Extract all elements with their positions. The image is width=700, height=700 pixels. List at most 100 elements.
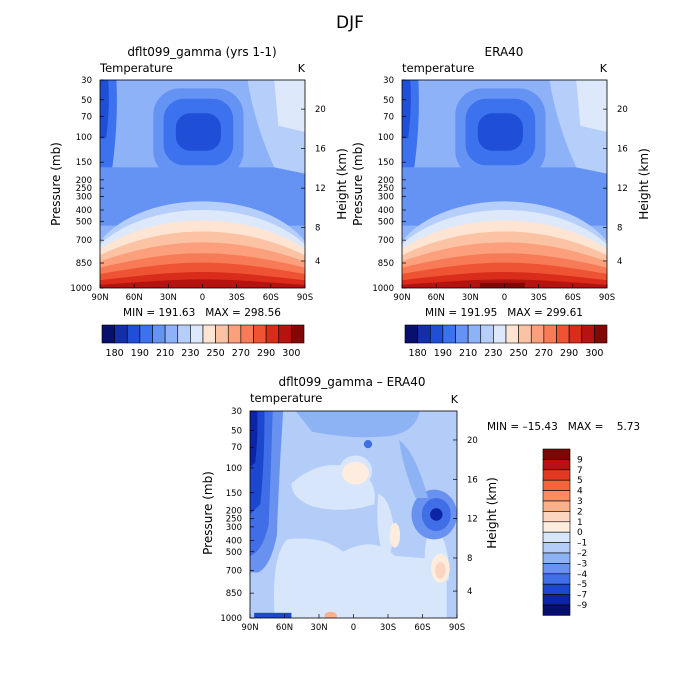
- colorbar-label: –3: [577, 559, 587, 569]
- x-tick-label: 60S: [263, 293, 279, 303]
- contour-band: [175, 113, 221, 151]
- panel-title: dflt099_gamma – ERA40: [278, 375, 425, 389]
- contour-band: [250, 411, 258, 467]
- field-label: temperature: [402, 61, 474, 75]
- contour-plot: [250, 411, 457, 618]
- colorbar-swatch: [518, 324, 532, 344]
- colorbar-label: –7: [577, 591, 587, 601]
- y2-tick-label: 8: [315, 224, 320, 234]
- contour-band: [399, 439, 429, 498]
- colorbar-label: 4: [577, 487, 583, 497]
- colorbar-swatch: [265, 324, 280, 344]
- y-tick-label: 30: [231, 407, 242, 417]
- colorbar-label: 5: [577, 476, 583, 486]
- y2-axis-label: Height (km): [485, 477, 499, 548]
- contour-band: [324, 611, 337, 618]
- min-max-text: MIN = –15.43 MAX = 5.73: [487, 421, 640, 433]
- colorbar-swatch: [542, 448, 571, 460]
- colorbar-label: 190: [131, 348, 149, 359]
- y2-tick-label: 12: [467, 515, 478, 525]
- y2-tick-label: 12: [315, 184, 326, 194]
- x-tick-label: 90N: [241, 623, 258, 633]
- colorbar-label: 3: [577, 497, 583, 507]
- colorbar-label: 270: [232, 348, 250, 359]
- y2-tick-label: 12: [617, 184, 628, 194]
- colorbar-swatch: [442, 324, 456, 344]
- x-tick-label: 90S: [599, 293, 615, 303]
- y-tick-label: 30: [81, 76, 92, 86]
- y-tick-label: 150: [378, 158, 394, 168]
- y-tick-label: 850: [226, 589, 242, 599]
- colorbar-swatch: [542, 552, 571, 564]
- panel-title: ERA40: [485, 45, 524, 59]
- colorbar-swatch: [291, 324, 305, 344]
- colorbar-label: –9: [577, 601, 588, 611]
- contour-band: [477, 113, 523, 151]
- panel-era40: ERA40 temperature K 90N 60N 30N 0 30S 60S 90S 3…: [351, 45, 651, 359]
- colorbar-swatch: [215, 324, 229, 344]
- colorbar-swatch: [542, 594, 571, 606]
- x-tick-label: 0: [502, 293, 507, 303]
- y-tick-label: 70: [81, 112, 92, 122]
- colorbar-swatch: [139, 324, 153, 344]
- x-tick-label: 90N: [91, 293, 108, 303]
- y2-tick-label: 16: [617, 145, 628, 155]
- y-tick-label: 50: [231, 427, 242, 437]
- contour-band: [389, 522, 401, 548]
- y2-tick-label: 16: [467, 475, 478, 485]
- colorbar-label: 300: [282, 348, 300, 359]
- colorbar-label: 0: [577, 528, 583, 538]
- colorbar-swatch: [542, 511, 571, 523]
- panel-model: dflt099_gamma (yrs 1-1) Temperature K 90…: [49, 45, 349, 359]
- colorbar-swatch: [417, 324, 431, 344]
- x-tick-label: 0: [200, 293, 205, 303]
- contour-band: [430, 508, 443, 521]
- y-tick-label: 400: [378, 206, 394, 216]
- units-label: K: [451, 393, 459, 406]
- contour-band: [274, 538, 447, 618]
- y2-axis-label: Height (km): [637, 148, 651, 219]
- x-tick-label: 60S: [565, 293, 581, 303]
- units-label: K: [600, 62, 608, 75]
- contour-band: [402, 80, 411, 139]
- colorbar-swatch: [177, 324, 191, 344]
- colorbar-swatch: [126, 324, 141, 344]
- colorbar-swatch: [542, 542, 571, 554]
- y-tick-label: 250: [378, 184, 394, 194]
- x-tick-label: 90S: [449, 623, 465, 633]
- x-tick-label: 0: [351, 623, 356, 633]
- x-tick-label: 60N: [428, 293, 445, 303]
- y-tick-label: 850: [76, 259, 92, 269]
- colorbar-swatch: [542, 521, 571, 533]
- y2-axis-label: Height (km): [335, 148, 349, 219]
- y-tick-label: 400: [226, 536, 242, 546]
- y-axis-label: Pressure (mb): [49, 142, 63, 226]
- contour-plot: [100, 80, 305, 288]
- colorbar-swatch: [542, 573, 571, 585]
- colorbar-swatch: [568, 324, 583, 344]
- colorbar-label: –5: [577, 580, 587, 590]
- colorbar-label: –1: [577, 539, 587, 549]
- colorbar-swatch: [542, 479, 571, 491]
- x-tick-label: 60N: [276, 623, 293, 633]
- y-tick-label: 150: [226, 489, 242, 499]
- y-tick-label: 700: [76, 236, 92, 246]
- colorbar-swatch: [542, 531, 571, 543]
- y-tick-label: 150: [76, 158, 92, 168]
- y-tick-label: 700: [378, 236, 394, 246]
- colorbar-label: 180: [106, 348, 124, 359]
- colorbar-swatch: [556, 324, 570, 344]
- y-tick-label: 250: [226, 515, 242, 525]
- colorbar-label: 250: [510, 348, 528, 359]
- y2-tick-label: 4: [315, 257, 320, 267]
- y-tick-label: 70: [383, 112, 394, 122]
- colorbar-swatch: [190, 324, 204, 344]
- contour-band: [274, 80, 305, 132]
- colorbar-label: –2: [577, 549, 587, 559]
- colorbar-label: 7: [577, 466, 583, 476]
- contour-plot: [402, 80, 607, 288]
- colorbar-label: 230: [484, 348, 502, 359]
- y-tick-label: 100: [76, 133, 92, 143]
- y-tick-label: 300: [378, 192, 394, 202]
